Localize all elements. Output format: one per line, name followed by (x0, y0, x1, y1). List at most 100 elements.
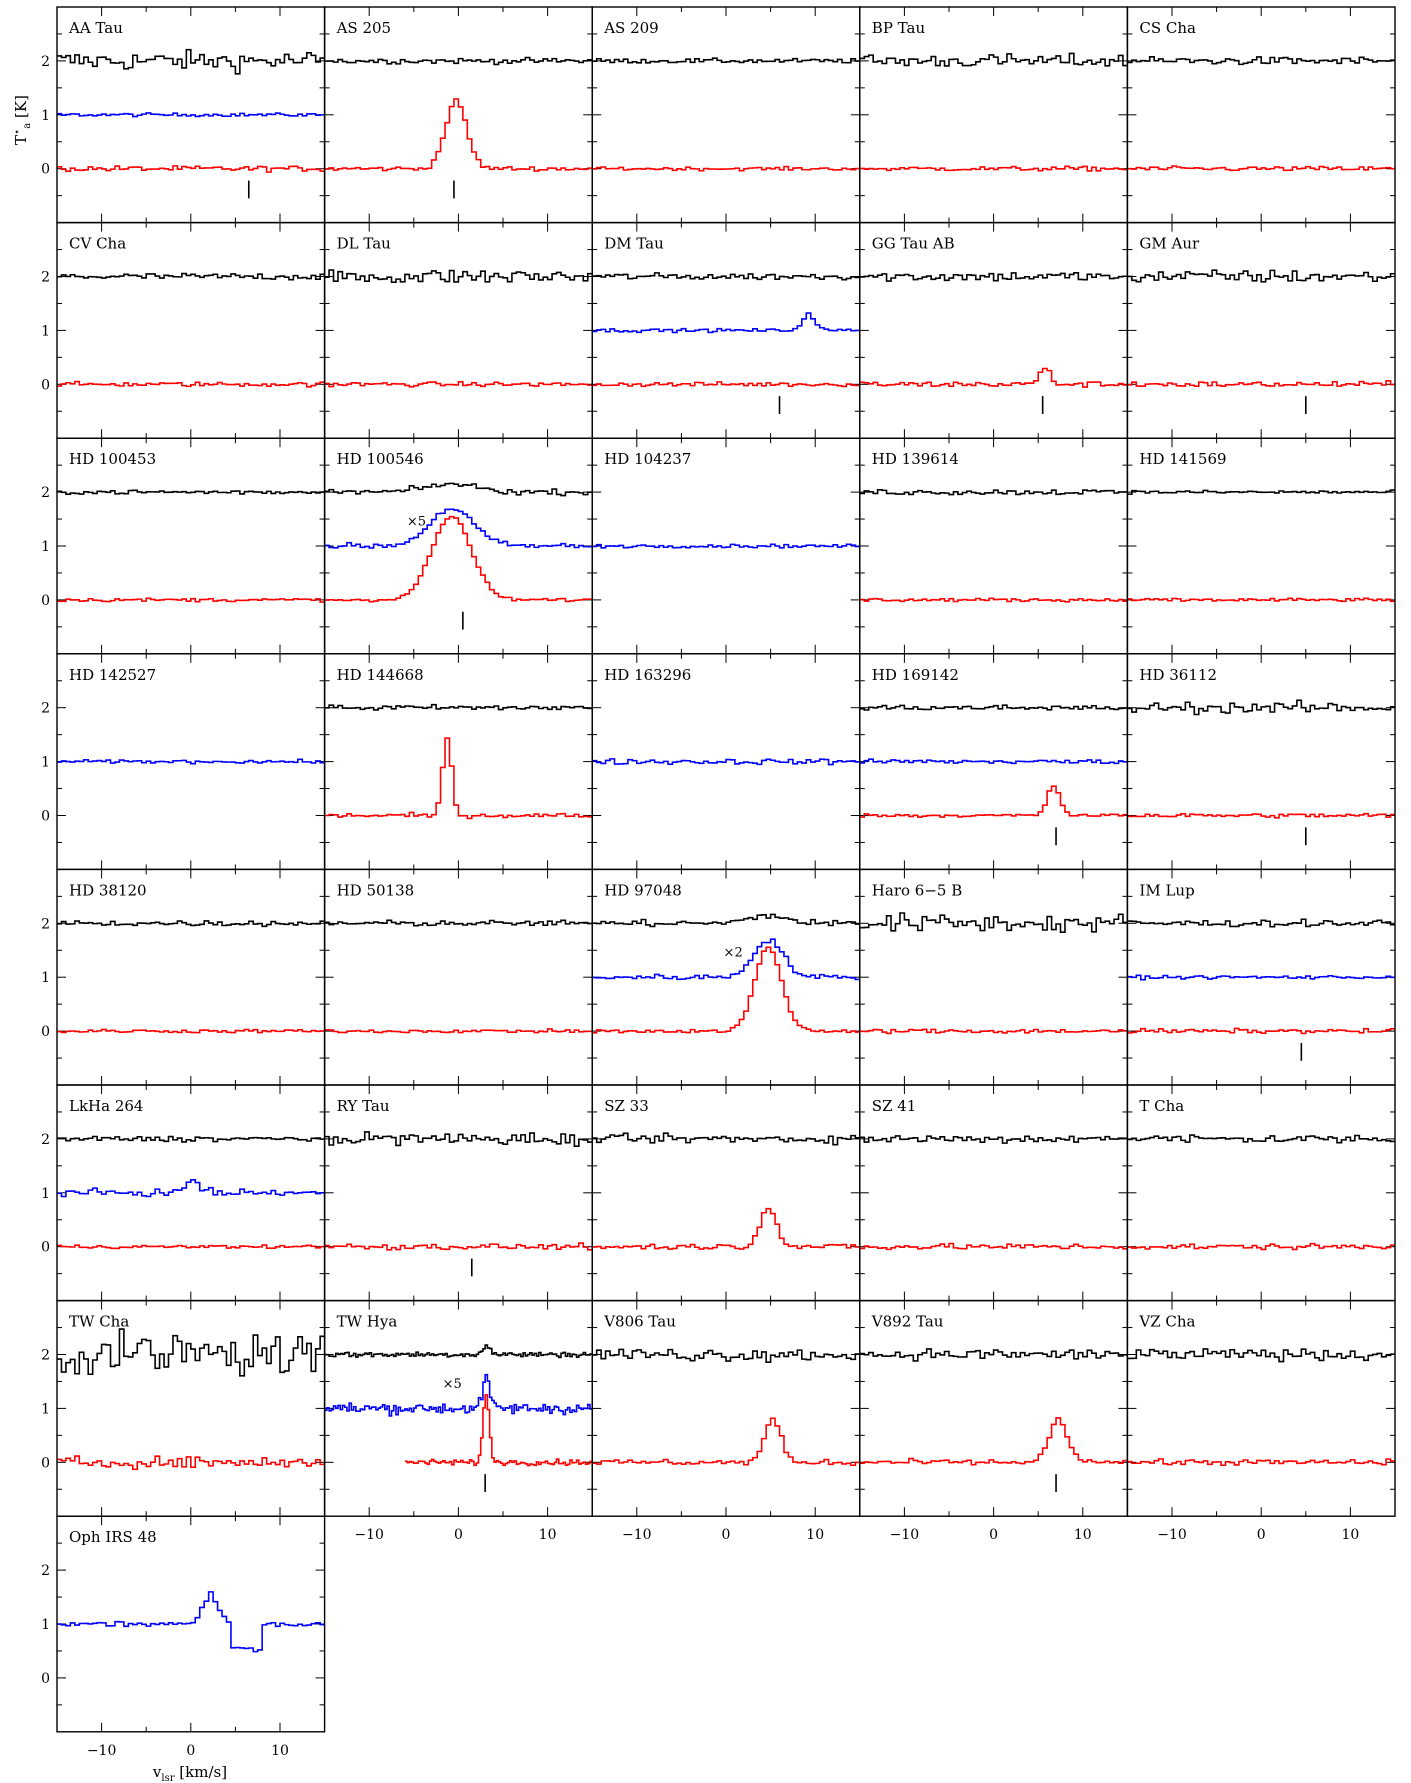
panel-title: TW Cha (69, 1313, 129, 1331)
panel-title: AA Tau (68, 19, 123, 37)
spectrum-top (57, 1135, 325, 1143)
spectrum-top (859, 704, 1128, 711)
panel-title: GG Tau AB (872, 235, 955, 253)
scale-note: ×2 (724, 946, 743, 961)
spectrum-top (1127, 1134, 1395, 1144)
spectrum-top (592, 57, 860, 64)
panel-frame (859, 221, 1129, 439)
panel-title: VZ Cha (1138, 1313, 1195, 1331)
panel-3: BP Tau (859, 6, 1129, 224)
y-tick-label: 2 (41, 1348, 50, 1364)
panel-title: HD 139614 (872, 450, 959, 468)
panel-title: AS 205 (336, 19, 392, 37)
spectrum-bottom (57, 380, 325, 388)
panel-frame (1126, 437, 1396, 655)
y-tick-label: 1 (41, 323, 50, 339)
panel-frame (56, 221, 326, 439)
spectrum-middle (324, 508, 593, 549)
panel-4: CS Cha (1126, 6, 1396, 224)
panel-frame (1126, 221, 1396, 439)
panel-7: DM Tau (591, 221, 861, 439)
spectrum-top (592, 913, 860, 928)
x-tick-label: 10 (539, 1527, 557, 1543)
panel-frame (1126, 1084, 1396, 1302)
panel-28: SZ 41 (859, 1084, 1129, 1302)
y-tick-label: 1 (41, 1617, 50, 1633)
spectrum-bottom (1127, 1242, 1395, 1251)
panel-10: 0 1 2 HD 100453 (41, 437, 326, 655)
panel-frame (1126, 6, 1396, 224)
x-tick-label: 0 (722, 1527, 731, 1543)
spectrum-bottom (859, 367, 1128, 388)
spectrum-bottom (859, 785, 1128, 818)
x-tick-label: 10 (806, 1527, 824, 1543)
spectrum-bottom (324, 381, 593, 388)
panel-15: 0 1 2 HD 142527 (41, 653, 326, 871)
x-tick-label: −10 (1157, 1527, 1187, 1543)
spectrum-top (859, 52, 1128, 67)
scale-note: ×5 (407, 515, 426, 530)
x-tick-label: −10 (87, 1743, 117, 1759)
panel-title: T Cha (1139, 1097, 1184, 1115)
panel-5: 0 1 2 CV Cha (41, 221, 326, 439)
panel-19: HD 36112 (1126, 653, 1396, 871)
panel-16: HD 144668 (323, 653, 593, 871)
spectrum-bottom (57, 165, 325, 173)
spectrum-top (57, 48, 325, 75)
panel-title: HD 50138 (337, 881, 415, 899)
panel-26: RY Tau (323, 1084, 593, 1302)
spectrum-top (324, 1131, 593, 1147)
spectrum-top (324, 269, 593, 284)
panel-title: V892 Tau (871, 1313, 944, 1331)
spectrum-middle (592, 312, 860, 334)
y-tick-label: 0 (41, 377, 50, 393)
panel-8: GG Tau AB (859, 221, 1129, 439)
panel-22: ×2 HD 97048 (591, 868, 861, 1086)
x-tick-label: 0 (1257, 1527, 1266, 1543)
panel-27: SZ 33 (591, 1084, 861, 1302)
y-tick-label: 2 (41, 701, 50, 717)
panel-20: 0 1 2 HD 38120 (41, 868, 326, 1086)
spectrum-top (1127, 699, 1395, 716)
panel-30: 0 1 2 TW Cha (41, 1299, 326, 1517)
spectrum-top (859, 1348, 1128, 1362)
spectrum-bottom (592, 946, 860, 1034)
spectrum-top (592, 1132, 860, 1146)
y-tick-label: 1 (41, 755, 50, 771)
x-tick-label: 0 (186, 1743, 195, 1759)
spectrum-bottom (1127, 1027, 1395, 1035)
spectrum-bottom (57, 1455, 325, 1471)
spectrum-bottom (324, 1242, 593, 1251)
spectrum-bottom (57, 1244, 325, 1250)
spectrum-bottom (592, 1417, 860, 1467)
spectrum-middle (57, 112, 325, 118)
spectrum-top (592, 1348, 860, 1363)
panel-9: GM Aur (1126, 221, 1396, 439)
spectrum-bottom (859, 165, 1128, 172)
panel-title: TW Hya (337, 1313, 398, 1331)
spectrum-top (859, 272, 1128, 282)
spectrum-bottom (404, 1394, 593, 1467)
panel-frame (323, 221, 593, 439)
y-tick-label: 1 (41, 1401, 50, 1417)
x-tick-label: 10 (1074, 1527, 1092, 1543)
panel-title: HD 38120 (69, 881, 147, 899)
x-tick-label: 10 (1341, 1527, 1359, 1543)
x-tick-label: −10 (890, 1527, 920, 1543)
spectrum-bottom (57, 1028, 325, 1034)
spectrum-middle (324, 1373, 593, 1417)
panel-title: HD 141569 (1139, 450, 1226, 468)
spectrum-top (1127, 55, 1395, 66)
spectrum-top (1127, 269, 1395, 283)
panel-title: SZ 33 (604, 1097, 649, 1115)
panel-title: V806 Tau (603, 1313, 676, 1331)
spectrum-top (324, 482, 593, 497)
panel-title: HD 97048 (604, 881, 682, 899)
x-tick-label: 10 (271, 1743, 289, 1759)
y-tick-label: 0 (41, 1024, 50, 1040)
panel-2: AS 209 (591, 6, 861, 224)
panel-frame (56, 1515, 326, 1733)
panel-32: −10 0 10 V806 Tau (591, 1299, 861, 1543)
x-tick-label: 0 (989, 1527, 998, 1543)
